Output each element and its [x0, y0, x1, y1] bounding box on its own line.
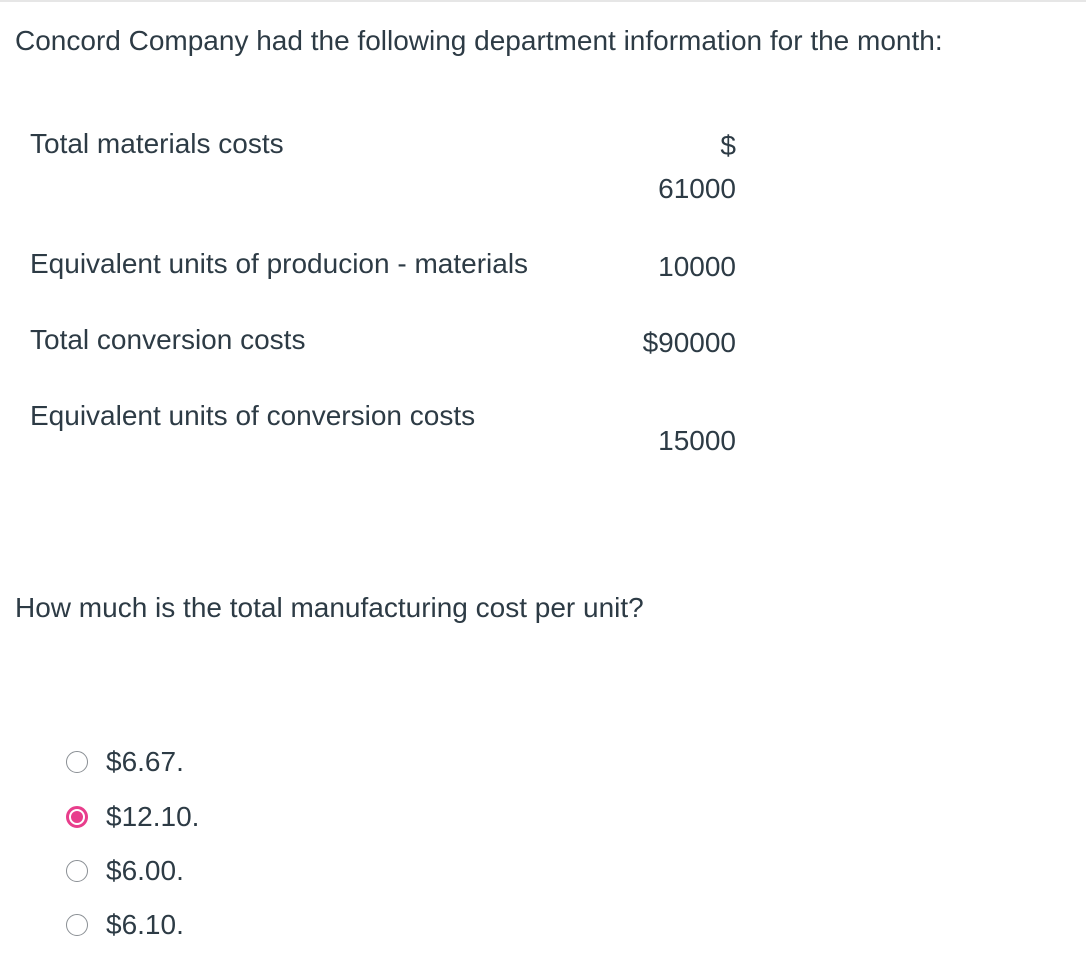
option-label[interactable]: $12.10. [106, 801, 200, 832]
row-label: Total materials costs [30, 128, 284, 159]
question: How much is the total manufacturing cost… [15, 592, 644, 623]
row-label: Total conversion costs [30, 324, 306, 355]
option[interactable]: $6.00. [66, 851, 184, 891]
radio-button[interactable] [66, 860, 88, 882]
option-label[interactable]: $6.00. [106, 855, 184, 886]
option[interactable]: $12.10. [66, 797, 199, 837]
intro: Concord Company had the following depart… [15, 25, 943, 56]
row-label: Equivalent units of conversion costs [30, 400, 476, 431]
radio-button[interactable] [66, 751, 88, 773]
radio-button[interactable] [66, 914, 88, 936]
option[interactable]: $6.10. [66, 905, 184, 945]
row-value: $ 61000 [658, 130, 736, 204]
top-border [0, 0, 1086, 2]
row-value: $90000 [642, 327, 736, 358]
row-value: 15000 [658, 425, 736, 456]
row-value: 10000 [658, 251, 736, 282]
option-label[interactable]: $6.67. [106, 746, 184, 777]
row-label: Equivalent units of producion - material… [30, 248, 529, 279]
radio-button[interactable] [66, 806, 88, 828]
option[interactable]: $6.67. [66, 742, 184, 782]
option-label[interactable]: $6.10. [106, 909, 184, 940]
